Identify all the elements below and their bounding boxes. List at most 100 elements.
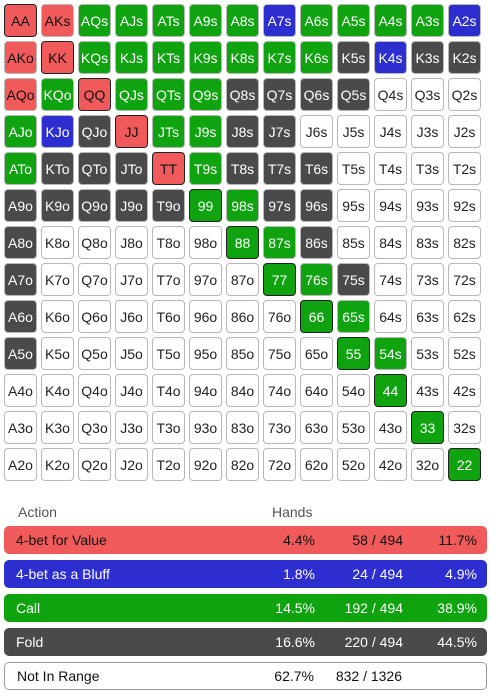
hand-cell-j8o[interactable]: J8o	[115, 226, 148, 259]
hand-cell-65o[interactable]: 65o	[300, 337, 333, 370]
hand-cell-95s[interactable]: 95s	[337, 189, 370, 222]
hand-cell-k6o[interactable]: K6o	[41, 300, 74, 333]
hand-cell-k9s[interactable]: K9s	[189, 41, 222, 74]
hand-cell-96o[interactable]: 96o	[189, 300, 222, 333]
hand-cell-t2o[interactable]: T2o	[152, 448, 185, 481]
hand-cell-83o[interactable]: 83o	[226, 411, 259, 444]
hand-cell-j5s[interactable]: J5s	[337, 115, 370, 148]
hand-cell-98s[interactable]: 98s	[226, 189, 259, 222]
hand-cell-j9o[interactable]: J9o	[115, 189, 148, 222]
hand-cell-aqo[interactable]: AQo	[4, 78, 37, 111]
hand-cell-63o[interactable]: 63o	[300, 411, 333, 444]
hand-cell-95o[interactable]: 95o	[189, 337, 222, 370]
hand-cell-t8s[interactable]: T8s	[226, 152, 259, 185]
hand-cell-k6s[interactable]: K6s	[300, 41, 333, 74]
hand-cell-94s[interactable]: 94s	[374, 189, 407, 222]
hand-cell-42o[interactable]: 42o	[374, 448, 407, 481]
hand-cell-54s[interactable]: 54s	[374, 337, 407, 370]
hand-cell-76s[interactable]: 76s	[300, 263, 333, 296]
hand-cell-j3o[interactable]: J3o	[115, 411, 148, 444]
hand-cell-q6s[interactable]: Q6s	[300, 78, 333, 111]
hand-cell-84o[interactable]: 84o	[226, 374, 259, 407]
hand-cell-kqo[interactable]: KQo	[41, 78, 74, 111]
hand-cell-k2o[interactable]: K2o	[41, 448, 74, 481]
hand-cell-ats[interactable]: ATs	[152, 4, 185, 37]
hand-cell-97s[interactable]: 97s	[263, 189, 296, 222]
hand-cell-87o[interactable]: 87o	[226, 263, 259, 296]
hand-cell-94o[interactable]: 94o	[189, 374, 222, 407]
hand-cell-qts[interactable]: QTs	[152, 78, 185, 111]
hand-cell-q9o[interactable]: Q9o	[78, 189, 111, 222]
hand-cell-q5s[interactable]: Q5s	[337, 78, 370, 111]
hand-cell-kk[interactable]: KK	[41, 41, 74, 74]
hand-cell-j8s[interactable]: J8s	[226, 115, 259, 148]
hand-cell-kjs[interactable]: KJs	[115, 41, 148, 74]
hand-cell-j4o[interactable]: J4o	[115, 374, 148, 407]
hand-cell-aa[interactable]: AA	[4, 4, 37, 37]
hand-cell-t7s[interactable]: T7s	[263, 152, 296, 185]
hand-cell-jts[interactable]: JTs	[152, 115, 185, 148]
hand-cell-t9s[interactable]: T9s	[189, 152, 222, 185]
hand-cell-54o[interactable]: 54o	[337, 374, 370, 407]
hand-cell-kqs[interactable]: KQs	[78, 41, 111, 74]
hand-cell-a5o[interactable]: A5o	[4, 337, 37, 370]
hand-cell-53s[interactable]: 53s	[411, 337, 444, 370]
hand-cell-66[interactable]: 66	[300, 300, 333, 333]
hand-cell-q7o[interactable]: Q7o	[78, 263, 111, 296]
hand-cell-a7o[interactable]: A7o	[4, 263, 37, 296]
hand-cell-kts[interactable]: KTs	[152, 41, 185, 74]
hand-cell-j9s[interactable]: J9s	[189, 115, 222, 148]
hand-cell-a2s[interactable]: A2s	[448, 4, 481, 37]
hand-cell-j2s[interactable]: J2s	[448, 115, 481, 148]
hand-cell-j6s[interactable]: J6s	[300, 115, 333, 148]
hand-cell-j7s[interactable]: J7s	[263, 115, 296, 148]
hand-cell-t5o[interactable]: T5o	[152, 337, 185, 370]
hand-cell-62s[interactable]: 62s	[448, 300, 481, 333]
hand-cell-ajs[interactable]: AJs	[115, 4, 148, 37]
hand-cell-q4o[interactable]: Q4o	[78, 374, 111, 407]
hand-cell-98o[interactable]: 98o	[189, 226, 222, 259]
hand-cell-k8o[interactable]: K8o	[41, 226, 74, 259]
hand-cell-t3s[interactable]: T3s	[411, 152, 444, 185]
hand-cell-52s[interactable]: 52s	[448, 337, 481, 370]
hand-cell-73s[interactable]: 73s	[411, 263, 444, 296]
hand-cell-q2o[interactable]: Q2o	[78, 448, 111, 481]
hand-cell-a7s[interactable]: A7s	[263, 4, 296, 37]
hand-cell-74s[interactable]: 74s	[374, 263, 407, 296]
hand-cell-k9o[interactable]: K9o	[41, 189, 74, 222]
hand-cell-jto[interactable]: JTo	[115, 152, 148, 185]
hand-cell-k5s[interactable]: K5s	[337, 41, 370, 74]
hand-cell-43o[interactable]: 43o	[374, 411, 407, 444]
legend-row-bluff[interactable]: 4-bet as a Bluff 1.8% 24 / 494 4.9%	[4, 560, 487, 588]
hand-cell-k4s[interactable]: K4s	[374, 41, 407, 74]
hand-cell-76o[interactable]: 76o	[263, 300, 296, 333]
hand-cell-a9s[interactable]: A9s	[189, 4, 222, 37]
hand-cell-k8s[interactable]: K8s	[226, 41, 259, 74]
hand-cell-k4o[interactable]: K4o	[41, 374, 74, 407]
hand-cell-42s[interactable]: 42s	[448, 374, 481, 407]
hand-cell-k7s[interactable]: K7s	[263, 41, 296, 74]
hand-cell-t6s[interactable]: T6s	[300, 152, 333, 185]
hand-cell-a3s[interactable]: A3s	[411, 4, 444, 37]
hand-cell-j7o[interactable]: J7o	[115, 263, 148, 296]
hand-cell-65s[interactable]: 65s	[337, 300, 370, 333]
hand-cell-99[interactable]: 99	[189, 189, 222, 222]
hand-cell-88[interactable]: 88	[226, 226, 259, 259]
hand-cell-32s[interactable]: 32s	[448, 411, 481, 444]
hand-cell-a6o[interactable]: A6o	[4, 300, 37, 333]
hand-cell-tt[interactable]: TT	[152, 152, 185, 185]
hand-cell-j5o[interactable]: J5o	[115, 337, 148, 370]
hand-cell-q6o[interactable]: Q6o	[78, 300, 111, 333]
hand-cell-44[interactable]: 44	[374, 374, 407, 407]
hand-cell-t5s[interactable]: T5s	[337, 152, 370, 185]
hand-cell-83s[interactable]: 83s	[411, 226, 444, 259]
hand-cell-82o[interactable]: 82o	[226, 448, 259, 481]
legend-row-not-in-range[interactable]: Not In Range 62.7% 832 / 1326	[4, 662, 487, 690]
hand-cell-52o[interactable]: 52o	[337, 448, 370, 481]
hand-cell-q8o[interactable]: Q8o	[78, 226, 111, 259]
hand-cell-72s[interactable]: 72s	[448, 263, 481, 296]
hand-cell-74o[interactable]: 74o	[263, 374, 296, 407]
hand-cell-t7o[interactable]: T7o	[152, 263, 185, 296]
hand-cell-75o[interactable]: 75o	[263, 337, 296, 370]
hand-cell-96s[interactable]: 96s	[300, 189, 333, 222]
